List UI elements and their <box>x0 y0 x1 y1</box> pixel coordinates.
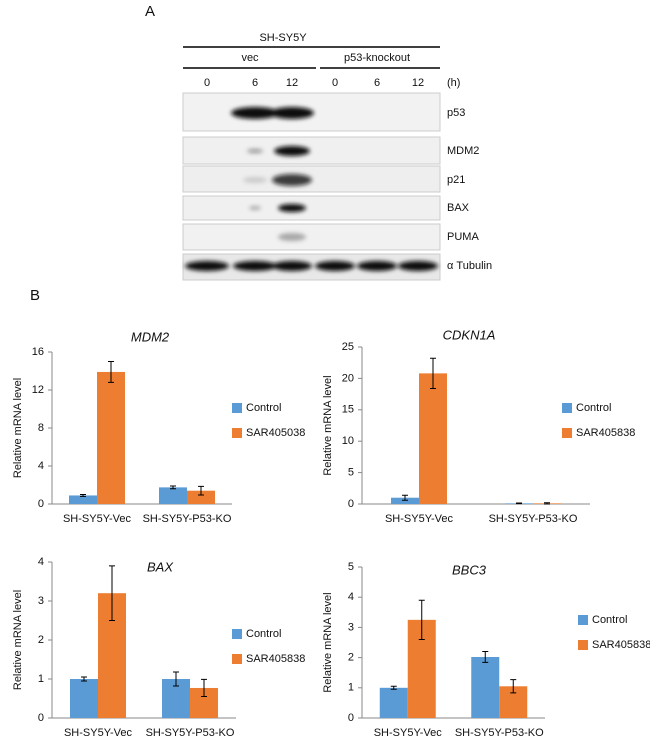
bar <box>159 487 187 504</box>
panel-label: B <box>30 287 40 304</box>
bar <box>471 656 500 718</box>
bar <box>97 371 125 504</box>
y-tick-label: 3 <box>38 595 44 607</box>
y-tick-label: 12 <box>32 384 44 396</box>
y-tick-label: 1 <box>348 682 354 694</box>
y-axis-label: Relative mRNA level <box>12 378 24 478</box>
y-tick-label: 15 <box>342 404 354 416</box>
row-label: α Tubulin <box>447 260 492 272</box>
y-axis-label: Relative mRNA level <box>322 592 334 692</box>
legend-swatch <box>562 403 572 413</box>
y-tick-label: 1 <box>38 673 44 685</box>
error-bar <box>390 685 397 690</box>
x-tick-label: SH-SY5Y-Vec <box>374 727 443 738</box>
error-bar <box>173 671 179 687</box>
x-tick-label: SH-SY5Y-P53-KO <box>489 513 578 525</box>
legend-label: SAR405038 <box>246 427 305 439</box>
y-tick-label: 3 <box>348 621 354 633</box>
error-bar <box>544 502 550 505</box>
error-bar <box>201 678 207 698</box>
error-bar <box>418 599 425 640</box>
time: 6 <box>252 77 258 89</box>
legend-swatch <box>232 629 242 639</box>
legend-swatch <box>562 428 572 438</box>
y-tick-label: 8 <box>38 422 44 434</box>
cell-line: SH-SY5Y <box>259 32 307 44</box>
blot <box>182 92 441 281</box>
x-tick-label: SH-SY5Y-P53-KO <box>143 513 232 525</box>
x-tick-label: SH-SY5Y-Vec <box>63 513 132 525</box>
x-tick-label: SH-SY5Y-P53-KO <box>146 727 235 738</box>
time: 12 <box>286 77 298 89</box>
error-bar <box>510 679 517 694</box>
y-tick-label: 25 <box>342 341 354 353</box>
chart-title: CDKN1A <box>443 327 496 342</box>
time: 0 <box>332 77 338 89</box>
error-bar <box>81 676 87 682</box>
legend-label: SAR405838 <box>246 653 305 665</box>
legend-label: Control <box>576 402 611 414</box>
legend-swatch <box>578 615 588 625</box>
bar <box>379 687 408 718</box>
y-tick-label: 16 <box>32 346 44 358</box>
y-tick-label: 0 <box>38 498 44 510</box>
legend-label: Control <box>246 628 281 640</box>
row-label: p53 <box>447 107 465 119</box>
time: 0 <box>204 77 210 89</box>
chart-title: MDM2 <box>131 329 170 344</box>
time: 12 <box>412 77 424 89</box>
y-tick-label: 4 <box>348 591 354 603</box>
error-bar <box>430 357 436 389</box>
legend-swatch <box>232 403 242 413</box>
row-label: MDM2 <box>447 145 479 157</box>
bar <box>69 495 97 504</box>
y-tick-label: 10 <box>342 435 354 447</box>
row-label: PUMA <box>447 231 479 243</box>
error-bar <box>109 565 115 621</box>
y-tick-label: 0 <box>348 712 354 724</box>
y-tick-label: 4 <box>38 556 44 568</box>
bar <box>391 497 419 504</box>
panel-label: A <box>145 3 155 20</box>
time: 6 <box>374 77 380 89</box>
y-axis-label: Relative mRNA level <box>322 375 334 475</box>
error-bar <box>170 485 176 490</box>
time-unit: (h) <box>447 77 460 89</box>
legend-label: Control <box>592 614 627 626</box>
bar <box>419 373 447 504</box>
bar <box>187 490 215 504</box>
row-label: p21 <box>447 174 465 186</box>
group-label: p53-knockout <box>344 52 410 64</box>
error-bar <box>482 651 489 663</box>
y-tick-label: 2 <box>38 634 44 646</box>
legend-swatch <box>578 640 588 650</box>
legend-label: SAR405838 <box>592 639 650 651</box>
legend-label: Control <box>246 402 281 414</box>
y-tick-label: 20 <box>342 372 354 384</box>
group-label: vec <box>241 52 259 64</box>
error-bar <box>402 494 408 501</box>
x-tick-label: SH-SY5Y-Vec <box>64 727 133 738</box>
y-tick-label: 0 <box>38 712 44 724</box>
error-bar <box>516 502 522 505</box>
error-bar <box>108 361 114 383</box>
y-tick-label: 0 <box>348 498 354 510</box>
error-bar <box>198 485 204 496</box>
y-tick-label: 5 <box>348 561 354 573</box>
legend-swatch <box>232 654 242 664</box>
y-axis-label: Relative mRNA level <box>12 590 24 690</box>
legend-label: SAR405838 <box>576 427 635 439</box>
row-label: BAX <box>447 202 470 214</box>
x-tick-label: SH-SY5Y-Vec <box>385 513 454 525</box>
x-tick-label: SH-SY5Y-P53-KO <box>455 727 544 738</box>
y-tick-label: 5 <box>348 467 354 479</box>
error-bar <box>80 494 86 497</box>
y-tick-label: 4 <box>38 460 44 472</box>
chart-title: BAX <box>147 559 174 574</box>
bar <box>70 679 98 718</box>
legend-swatch <box>232 428 242 438</box>
y-tick-label: 2 <box>348 652 354 664</box>
chart-title: BBC3 <box>452 562 487 577</box>
